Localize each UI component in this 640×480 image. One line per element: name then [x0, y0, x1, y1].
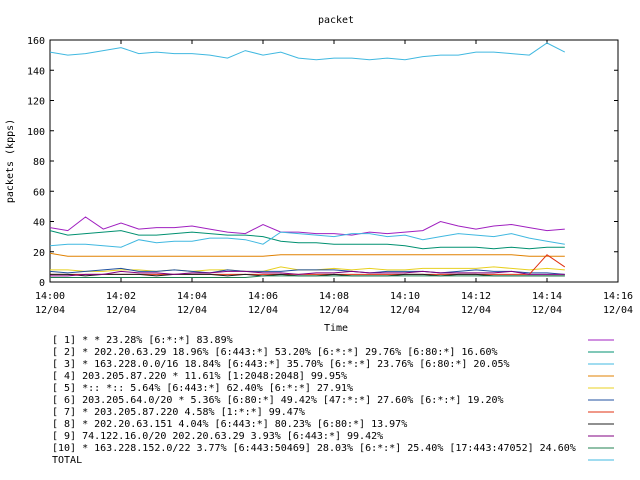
plot-frame — [49, 39, 619, 283]
x-tick-label: 14:16 — [603, 291, 633, 302]
series-line-1 — [49, 216, 565, 236]
series-line-10 — [50, 275, 565, 278]
legend-label: [ 3] * 163.228.0.0/16 18.84% [6:443:*] 3… — [52, 359, 510, 370]
y-tick-label: 60 — [33, 187, 45, 198]
y-tick-label: 0 — [39, 278, 45, 289]
series-line-2 — [49, 230, 565, 250]
x-tick-label: 14:10 — [390, 291, 420, 302]
x-tick-label: 14:12 — [461, 291, 491, 302]
x-tick-label: 14:02 — [106, 291, 136, 302]
x-tick-label: 12/04 — [390, 305, 420, 316]
series-line-3 — [49, 231, 565, 248]
y-tick-label: 100 — [27, 127, 45, 138]
x-tick-label: 14:04 — [177, 291, 207, 302]
y-tick-label: 80 — [33, 157, 45, 168]
y-tick-label: 140 — [27, 66, 45, 77]
x-tick-label: 12/04 — [106, 305, 136, 316]
legend-label: [10] * 163.228.152.0/22 3.77% [6:443:504… — [52, 443, 576, 454]
x-tick-label: 12/04 — [248, 305, 278, 316]
legend-label: [ 7] * 203.205.87.220 4.58% [1:*:*] 99.4… — [52, 407, 305, 418]
x-tick-label: 12/04 — [532, 305, 562, 316]
legend-label: [ 8] * 202.20.63.151 4.04% [6:443:*] 80.… — [52, 419, 407, 430]
series-line-6 — [49, 267, 565, 275]
series-line-11 — [49, 42, 566, 61]
x-tick-label: 12/04 — [319, 305, 349, 316]
legend-label: [ 2] * 202.20.63.29 18.96% [6:443:*] 53.… — [52, 347, 498, 358]
x-tick-label: 14:08 — [319, 291, 349, 302]
y-tick-label: 20 — [33, 248, 45, 259]
x-tick-label: 12/04 — [177, 305, 207, 316]
x-axis-label: Time — [324, 323, 348, 334]
legend-label: [ 5] *:: *:: 5.64% [6:443:*] 62.40% [6:*… — [52, 383, 353, 394]
x-tick-label: 12/04 — [461, 305, 491, 316]
y-tick-label: 160 — [27, 36, 45, 47]
y-tick-label: 40 — [33, 218, 45, 229]
x-tick-label: 14:06 — [248, 291, 278, 302]
x-tick-label: 14:00 — [35, 291, 65, 302]
y-axis-label: packets (kpps) — [5, 119, 16, 203]
y-tick-label: 120 — [27, 97, 45, 108]
legend-label: [ 4] 203.205.87.220 * 11.61% [1:2048:204… — [52, 371, 347, 382]
legend-label: [ 1] * * 23.28% [6:*:*] 83.89% — [52, 335, 233, 346]
x-tick-label: 12/04 — [603, 305, 633, 316]
series-line-9 — [50, 270, 565, 277]
chart-title: packet — [318, 15, 354, 26]
legend-label: TOTAL — [52, 455, 82, 466]
x-tick-label: 14:14 — [532, 291, 562, 302]
legend-label: [ 9] 74.122.16.0/20 202.20.63.29 3.93% [… — [52, 431, 383, 442]
x-tick-label: 12/04 — [35, 305, 65, 316]
series-line-4 — [49, 252, 565, 257]
legend-label: [ 6] 203.205.64.0/20 * 5.36% [6:80:*] 49… — [52, 395, 504, 406]
